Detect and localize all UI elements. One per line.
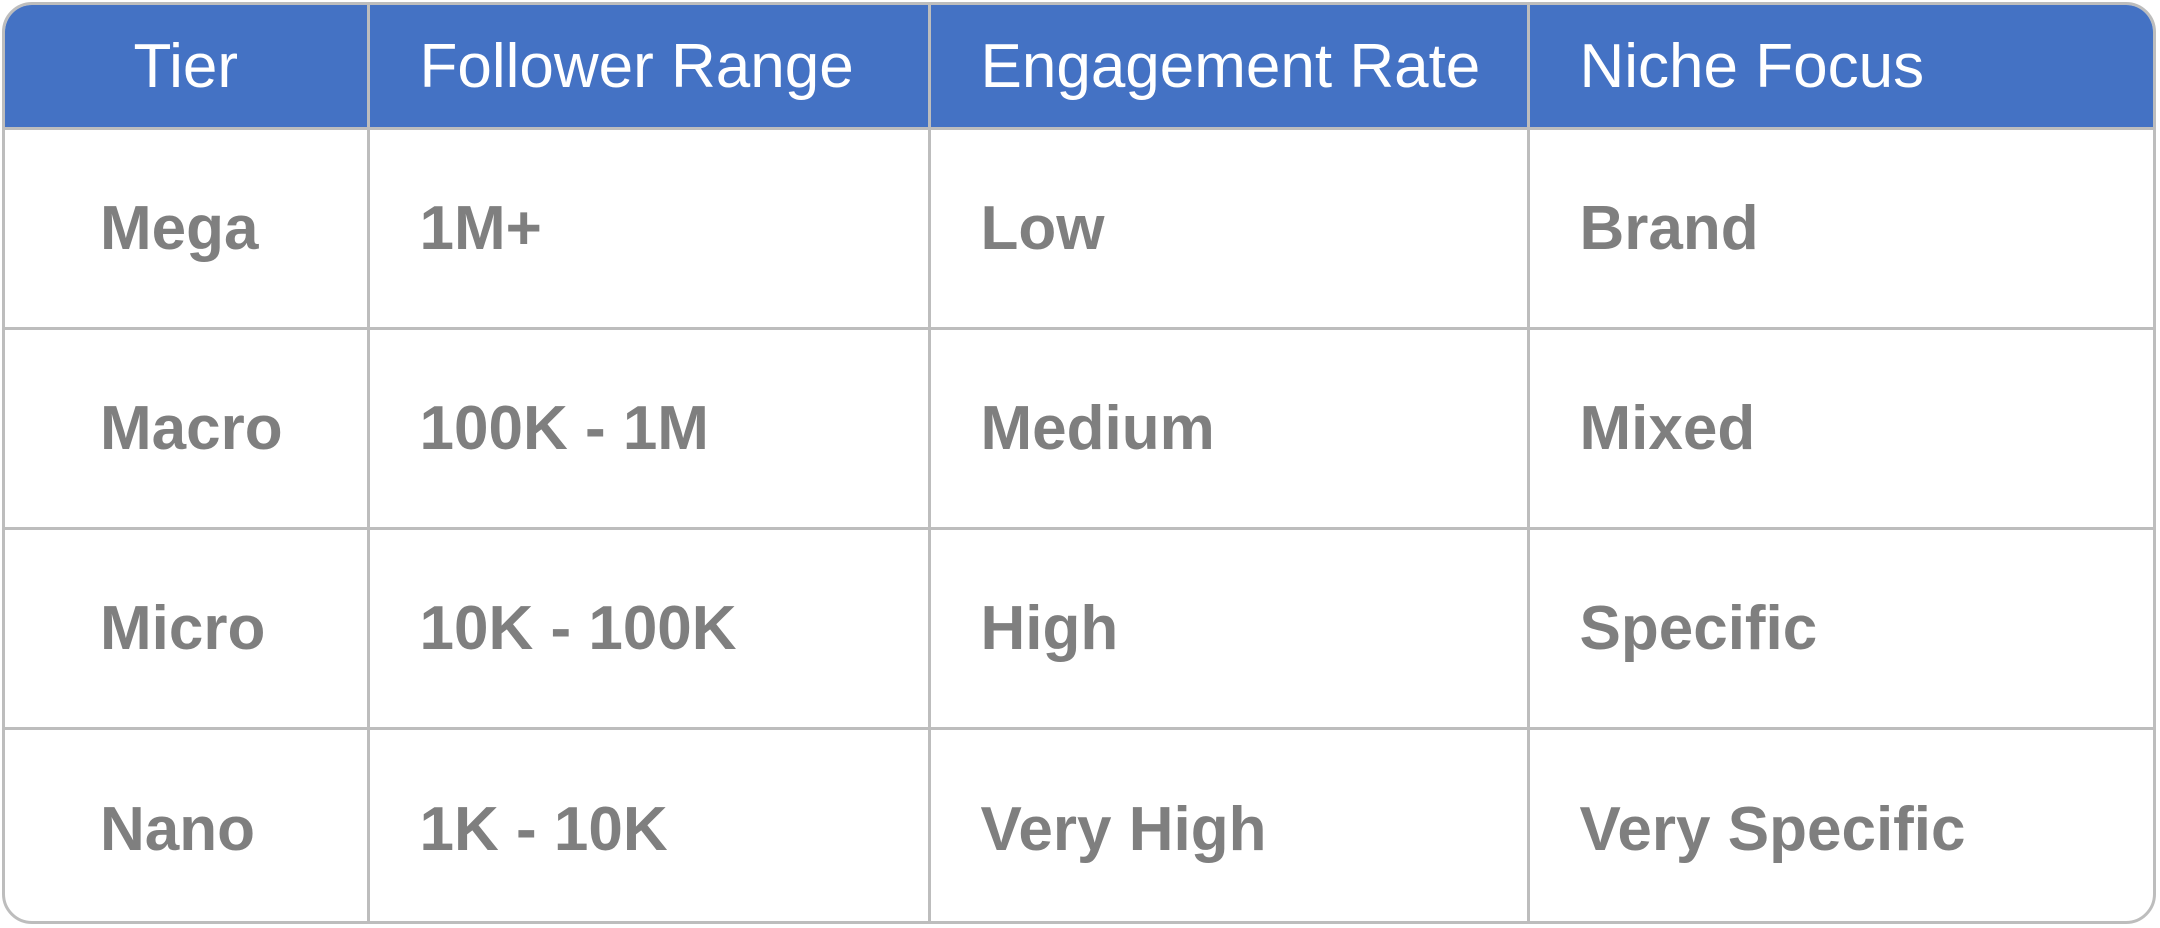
table-header: Tier Follower Range Engagement Rate Nich…	[5, 5, 2153, 129]
cell-tier: Macro	[5, 327, 370, 529]
cell-follower-range: 1K - 10K	[368, 727, 931, 921]
cell-niche-focus: Brand	[1528, 127, 2153, 329]
table-row: Nano 1K - 10K Very High Very Specific	[5, 727, 2153, 921]
header-follower-range: Follower Range	[368, 5, 931, 129]
table-row: Macro 100K - 1M Medium Mixed	[5, 327, 2153, 529]
cell-tier: Mega	[5, 127, 370, 329]
table-body: Mega 1M+ Low Brand Macro 100K - 1M Mediu…	[5, 127, 2153, 921]
header-row: Tier Follower Range Engagement Rate Nich…	[5, 5, 2153, 129]
header-tier: Tier	[5, 5, 370, 129]
cell-niche-focus: Mixed	[1528, 327, 2153, 529]
tier-table: Tier Follower Range Engagement Rate Nich…	[5, 5, 2153, 921]
table-row: Micro 10K - 100K High Specific	[5, 527, 2153, 729]
header-niche-focus: Niche Focus	[1528, 5, 2153, 129]
cell-follower-range: 1M+	[368, 127, 931, 329]
header-engagement-rate: Engagement Rate	[929, 5, 1530, 129]
cell-engagement-rate: Low	[929, 127, 1530, 329]
table-row: Mega 1M+ Low Brand	[5, 127, 2153, 329]
cell-engagement-rate: High	[929, 527, 1530, 729]
cell-engagement-rate: Medium	[929, 327, 1530, 529]
cell-tier: Micro	[5, 527, 370, 729]
cell-follower-range: 10K - 100K	[368, 527, 931, 729]
cell-niche-focus: Specific	[1528, 527, 2153, 729]
cell-follower-range: 100K - 1M	[368, 327, 931, 529]
cell-tier: Nano	[5, 727, 370, 921]
cell-engagement-rate: Very High	[929, 727, 1530, 921]
cell-niche-focus: Very Specific	[1528, 727, 2153, 921]
